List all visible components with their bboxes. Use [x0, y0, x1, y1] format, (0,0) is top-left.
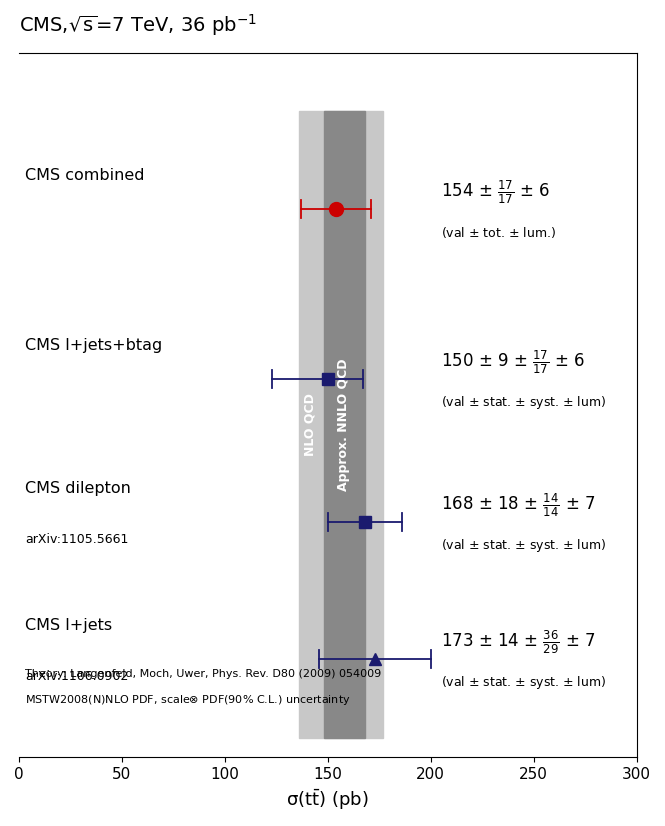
Text: NLO QCD: NLO QCD [304, 393, 317, 456]
Text: 150 $\pm$ 9 $\pm$ $\mathregular{\frac{17}{17}}$ $\pm$ 6: 150 $\pm$ 9 $\pm$ $\mathregular{\frac{17… [441, 348, 585, 376]
Text: CMS l+jets: CMS l+jets [25, 618, 112, 634]
Text: arXiv:1106.0902: arXiv:1106.0902 [25, 670, 128, 683]
Bar [324, 112, 364, 738]
Text: (val $\pm$ stat. $\pm$ syst. $\pm$ lum): (val $\pm$ stat. $\pm$ syst. $\pm$ lum) [441, 674, 606, 691]
Text: MSTW2008(N)NLO PDF, scale$\otimes$ PDF(90% C.L.) uncertainty: MSTW2008(N)NLO PDF, scale$\otimes$ PDF(9… [25, 693, 350, 707]
Text: (val $\pm$ stat. $\pm$ syst. $\pm$ lum): (val $\pm$ stat. $\pm$ syst. $\pm$ lum) [441, 537, 606, 554]
Text: arXiv:1105.5661: arXiv:1105.5661 [25, 533, 128, 546]
Bar [299, 112, 383, 738]
Text: Approx. NNLO QCD: Approx. NNLO QCD [336, 358, 350, 491]
Text: (val $\pm$ stat. $\pm$ syst. $\pm$ lum): (val $\pm$ stat. $\pm$ syst. $\pm$ lum) [441, 394, 606, 411]
Text: CMS,$\sqrt{s}$=7 TeV, 36 pb$^{-1}$: CMS,$\sqrt{s}$=7 TeV, 36 pb$^{-1}$ [19, 12, 257, 39]
Text: (val $\pm$ tot. $\pm$ lum.): (val $\pm$ tot. $\pm$ lum.) [441, 225, 556, 240]
X-axis label: $\sigma(t\bar{t})$ (pb): $\sigma(t\bar{t})$ (pb) [287, 787, 369, 812]
Text: 173 $\pm$ 14 $\pm$ $\mathregular{\frac{36}{29}}$ $\pm$ 7: 173 $\pm$ 14 $\pm$ $\mathregular{\frac{3… [441, 629, 595, 656]
Text: CMS l+jets+btag: CMS l+jets+btag [25, 338, 162, 353]
Text: CMS dilepton: CMS dilepton [25, 482, 131, 496]
Text: CMS combined: CMS combined [25, 168, 144, 183]
Text: 154 $\pm$ $\mathregular{\frac{17}{17}}$ $\pm$ 6: 154 $\pm$ $\mathregular{\frac{17}{17}}$ … [441, 178, 550, 206]
Text: Theory: Langenfeld, Moch, Uwer, Phys. Rev. D80 (2009) 054009: Theory: Langenfeld, Moch, Uwer, Phys. Re… [25, 669, 381, 679]
Text: 168 $\pm$ 18 $\pm$ $\mathregular{\frac{14}{14}}$ $\pm$ 7: 168 $\pm$ 18 $\pm$ $\mathregular{\frac{1… [441, 491, 595, 519]
